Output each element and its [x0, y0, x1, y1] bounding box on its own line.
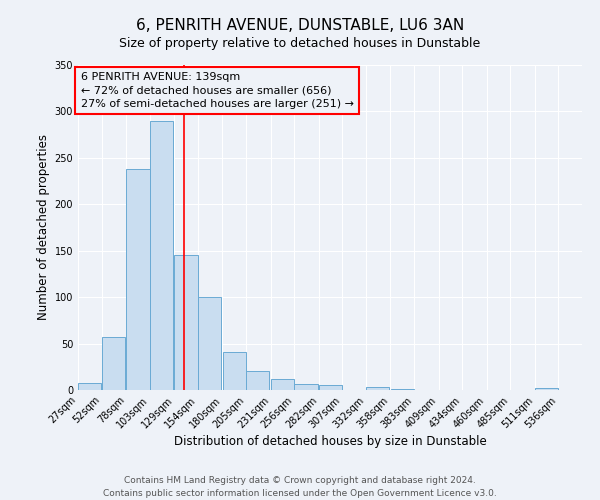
Bar [294, 384, 317, 390]
Text: Size of property relative to detached houses in Dunstable: Size of property relative to detached ho… [119, 38, 481, 51]
Bar [198, 297, 221, 390]
Bar [271, 379, 294, 390]
Text: Contains HM Land Registry data © Crown copyright and database right 2024.
Contai: Contains HM Land Registry data © Crown c… [103, 476, 497, 498]
Bar [366, 387, 389, 390]
Text: 6, PENRITH AVENUE, DUNSTABLE, LU6 3AN: 6, PENRITH AVENUE, DUNSTABLE, LU6 3AN [136, 18, 464, 32]
Bar [391, 389, 414, 390]
Bar [78, 382, 101, 390]
Text: 6 PENRITH AVENUE: 139sqm
← 72% of detached houses are smaller (656)
27% of semi-: 6 PENRITH AVENUE: 139sqm ← 72% of detach… [81, 72, 354, 109]
Y-axis label: Number of detached properties: Number of detached properties [37, 134, 50, 320]
Bar [175, 256, 198, 390]
Bar [535, 388, 558, 390]
Bar [126, 169, 149, 390]
Bar [246, 372, 269, 390]
Bar [150, 120, 173, 390]
Bar [319, 386, 342, 390]
Bar [102, 337, 125, 390]
Bar [223, 352, 246, 390]
X-axis label: Distribution of detached houses by size in Dunstable: Distribution of detached houses by size … [173, 436, 487, 448]
